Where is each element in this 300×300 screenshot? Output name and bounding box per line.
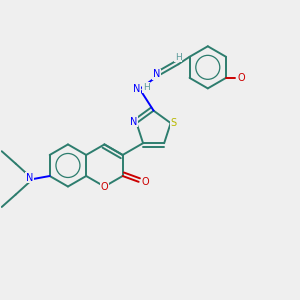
Text: O: O — [237, 73, 245, 83]
Text: S: S — [170, 118, 176, 128]
Text: H: H — [143, 83, 149, 92]
Text: N: N — [153, 69, 160, 79]
Text: O: O — [142, 177, 149, 187]
Text: N: N — [133, 84, 140, 94]
Text: H: H — [175, 53, 182, 62]
Text: N: N — [26, 172, 33, 183]
Text: O: O — [100, 182, 108, 191]
Text: N: N — [130, 116, 138, 127]
